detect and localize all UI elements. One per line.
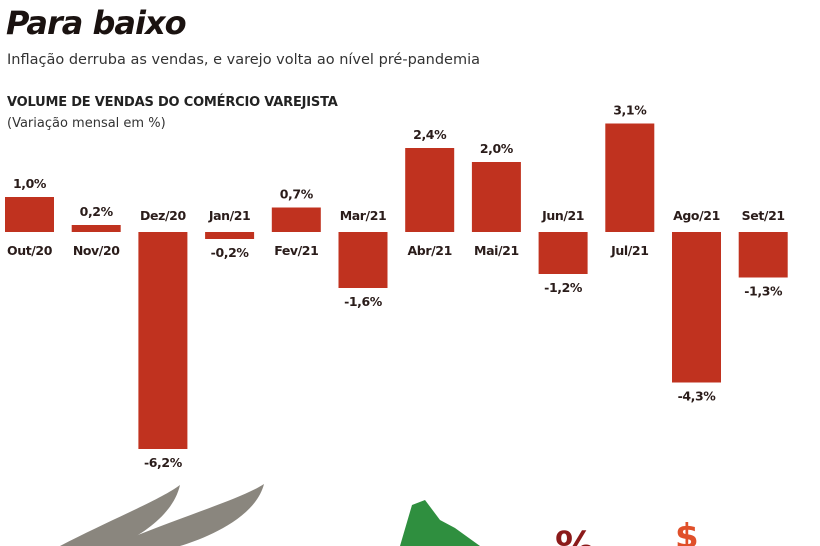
category-label: Dez/20	[140, 208, 186, 223]
dinosaur-icon	[400, 500, 480, 546]
category-label: Ago/21	[673, 208, 720, 223]
bar-mar-21	[338, 232, 388, 288]
percent-icon: %	[555, 524, 595, 546]
chart-unit: (Variação mensal em %)	[7, 116, 166, 131]
category-label: Mar/21	[340, 208, 387, 223]
illustration: % $	[60, 484, 699, 546]
category-label: Abr/21	[408, 243, 452, 258]
value-label: -1,3%	[744, 284, 783, 299]
bar-dez-20	[138, 232, 188, 449]
category-label: Jun/21	[541, 208, 584, 223]
bar-nov-20	[71, 225, 121, 232]
claws-icon	[112, 484, 264, 546]
value-label: -1,2%	[544, 280, 583, 295]
page-title: Para baixo	[6, 4, 187, 42]
bar-out-20	[5, 197, 54, 232]
bar-ago-21	[672, 232, 721, 383]
category-label: Jul/21	[610, 243, 648, 258]
bar-abr-21	[405, 148, 455, 232]
value-label: -6,2%	[144, 455, 183, 470]
value-label: 1,0%	[13, 176, 47, 191]
category-label: Set/21	[742, 208, 785, 223]
category-label: Jan/21	[208, 208, 251, 223]
chart-title: VOLUME DE VENDAS DO COMÉRCIO VAREJISTA	[7, 95, 338, 110]
page-subtitle: Inflação derruba as vendas, e varejo vol…	[7, 52, 481, 68]
value-label: -0,2%	[211, 245, 250, 260]
claws-icon	[60, 485, 180, 546]
value-label: 0,2%	[80, 204, 114, 219]
dollar-icon: $	[675, 517, 699, 546]
value-label: 3,1%	[613, 103, 647, 118]
value-label: 2,0%	[480, 141, 514, 156]
bar-mai-21	[471, 162, 521, 232]
bar-jul-21	[605, 123, 655, 232]
category-label: Fev/21	[274, 243, 318, 258]
bar-jun-21	[538, 232, 588, 274]
bar-fev-21	[271, 207, 321, 232]
bar-jan-21	[205, 232, 255, 239]
bars-group: Out/20 1,0% Nov/20 0,2% Dez/20 -6,2% Jan/21 -0,…	[5, 103, 788, 470]
value-label: 0,7%	[280, 187, 314, 202]
bar-set-21	[738, 232, 788, 278]
value-label: 2,4%	[413, 127, 447, 142]
category-label: Out/20	[7, 243, 53, 258]
value-label: -1,6%	[344, 294, 383, 309]
category-label: Nov/20	[73, 243, 120, 258]
value-label: -4,3%	[678, 389, 717, 404]
category-label: Mai/21	[474, 243, 519, 258]
